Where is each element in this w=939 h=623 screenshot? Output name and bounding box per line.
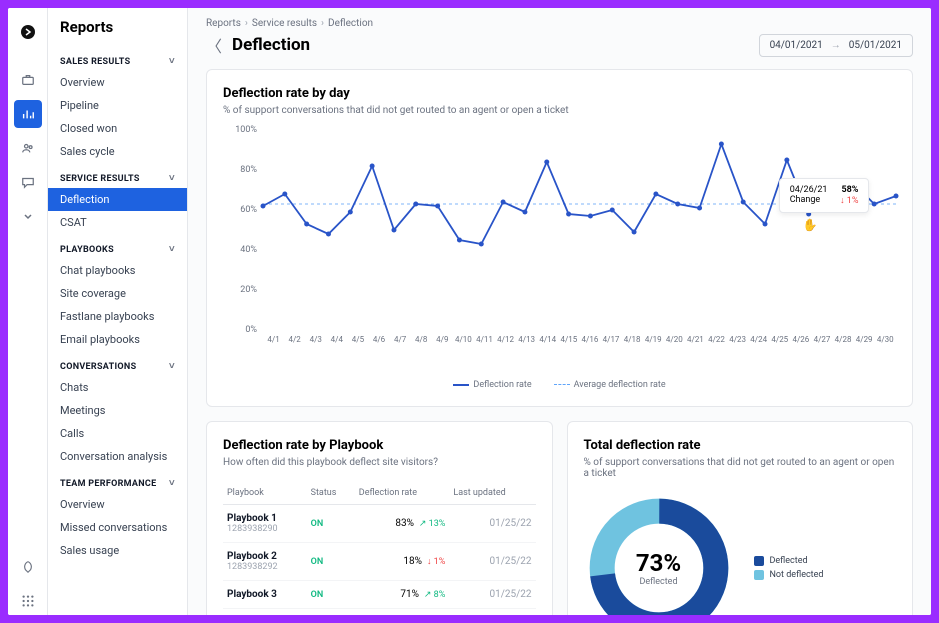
playbook-title: Deflection rate by Playbook <box>223 438 536 453</box>
playbook-table: PlaybookStatusDeflection rateLast update… <box>223 482 536 609</box>
sidebar-title: Reports <box>48 18 187 46</box>
date-end: 05/01/2021 <box>849 40 902 51</box>
nav-item[interactable]: Fastlane playbooks <box>48 305 187 328</box>
briefcase-icon[interactable] <box>14 66 42 94</box>
nav-item[interactable]: CSAT <box>48 211 187 234</box>
line-chart <box>263 130 896 330</box>
title-bar: 〈 Deflection 04/01/2021 → 05/01/2021 <box>188 29 931 69</box>
cursor-icon: ✋ <box>803 218 818 232</box>
table-row[interactable]: Playbook 3ON71% ↗ 8%01/25/22 <box>223 581 536 609</box>
rocket-icon[interactable] <box>14 553 42 581</box>
section-header[interactable]: CONVERSATIONS˅ <box>48 351 187 376</box>
donut-card: Total deflection rate % of support conve… <box>567 421 914 615</box>
nav-item[interactable]: Deflection <box>48 188 187 211</box>
arrow-right-icon: → <box>831 40 841 51</box>
donut-chart: 73% Deflected <box>584 493 734 615</box>
chart-title: Deflection rate by day <box>223 86 896 101</box>
main-content: Reports›Service results›Deflection 〈 Def… <box>188 8 931 615</box>
date-range-picker[interactable]: 04/01/2021 → 05/01/2021 <box>759 34 913 57</box>
page-title: Deflection <box>232 35 759 55</box>
playbook-card: Deflection rate by Playbook How often di… <box>206 421 553 615</box>
nav-item[interactable]: Conversation analysis <box>48 445 187 468</box>
chat-icon[interactable] <box>14 168 42 196</box>
people-icon[interactable] <box>14 134 42 162</box>
legend-not-deflected: Not deflected <box>770 570 824 580</box>
legend-avg: Average deflection rate <box>574 380 666 390</box>
table-row[interactable]: Playbook 21283938292ON18% ↓ 1%01/25/22 <box>223 543 536 581</box>
sidebar: Reports SALES RESULTS˅OverviewPipelineCl… <box>48 8 188 615</box>
nav-item[interactable]: Overview <box>48 493 187 516</box>
section-header[interactable]: TEAM PERFORMANCE˅ <box>48 468 187 493</box>
nav-item[interactable]: Closed won <box>48 117 187 140</box>
chevron-down-icon[interactable] <box>14 202 42 230</box>
legend-series: Deflection rate <box>473 380 531 390</box>
section-header[interactable]: SALES RESULTS˅ <box>48 46 187 71</box>
nav-item[interactable]: Chat playbooks <box>48 259 187 282</box>
icon-rail <box>8 8 48 615</box>
nav-item[interactable]: Meetings <box>48 399 187 422</box>
nav-item[interactable]: Sales cycle <box>48 140 187 163</box>
app-frame: Reports SALES RESULTS˅OverviewPipelineCl… <box>8 8 931 615</box>
back-icon[interactable]: 〈 <box>206 33 222 57</box>
chart-card: Deflection rate by day % of support conv… <box>206 69 913 407</box>
breadcrumb: Reports›Service results›Deflection <box>188 8 931 29</box>
section-header[interactable]: PLAYBOOKS˅ <box>48 234 187 259</box>
donut-title: Total deflection rate <box>584 438 897 453</box>
nav-item[interactable]: Sales usage <box>48 539 187 562</box>
playbook-subtitle: How often did this playbook deflect site… <box>223 457 536 468</box>
donut-subtitle: % of support conversations that did not … <box>584 457 897 479</box>
nav-item[interactable]: Missed conversations <box>48 516 187 539</box>
apps-icon[interactable] <box>14 587 42 615</box>
nav-item[interactable]: Site coverage <box>48 282 187 305</box>
nav-item[interactable]: Email playbooks <box>48 328 187 351</box>
donut-value: 73% <box>636 549 681 577</box>
date-start: 04/01/2021 <box>770 40 823 51</box>
chart-tooltip: 04/26/2158%Change↓ 1% <box>779 178 870 213</box>
nav-item[interactable]: Chats <box>48 376 187 399</box>
donut-center-label: Deflected <box>636 577 681 587</box>
chart-subtitle: % of support conversations that did not … <box>223 105 896 116</box>
analytics-icon[interactable] <box>14 100 42 128</box>
nav-item[interactable]: Pipeline <box>48 94 187 117</box>
nav-item[interactable]: Overview <box>48 71 187 94</box>
chart-legend: Deflection rate Average deflection rate <box>223 380 896 390</box>
chart-area: 0%20%40%60%80%100% 04/26/2158%Change↓ 1%… <box>223 130 896 370</box>
section-header[interactable]: SERVICE RESULTS˅ <box>48 163 187 188</box>
nav-item[interactable]: Calls <box>48 422 187 445</box>
table-row[interactable]: Playbook 11283938290ON83% ↗ 13%01/25/22 <box>223 505 536 543</box>
legend-deflected: Deflected <box>770 556 808 566</box>
donut-legend: Deflected Not deflected <box>754 552 824 584</box>
logo-icon[interactable] <box>14 18 42 46</box>
